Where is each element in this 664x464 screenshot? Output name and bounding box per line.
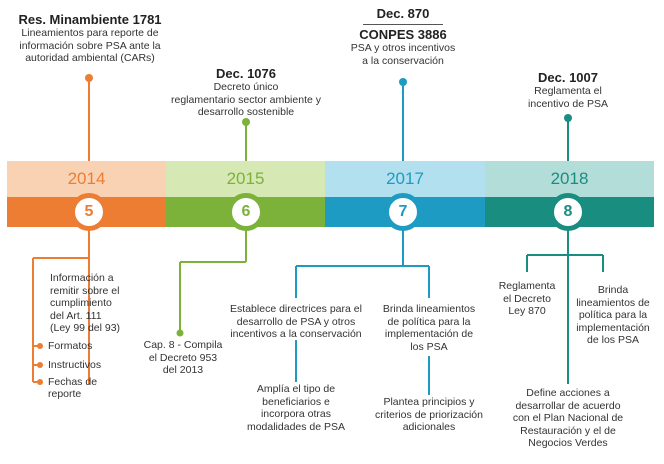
conpes-3886-line-1: PSA y otros incentivos	[350, 42, 456, 54]
res-1781-line-1: Lineamientos para reporte de	[21, 27, 159, 39]
year-2014-label: 2014	[67, 169, 106, 188]
dec-1076-line-1: Decreto único	[213, 81, 279, 93]
art-111-line-2: remitir sobre el	[50, 284, 120, 297]
dec-1076-block: Dec. 1076 Decreto único reglamentario se…	[164, 66, 328, 119]
fechas-item-line-2: reporte	[48, 388, 82, 400]
acciones-line-4: Restauración y el de	[520, 424, 616, 437]
year-2018-label: 2018	[550, 169, 589, 188]
conpes-3886-title: CONPES 3886	[359, 27, 447, 42]
dec-1007-block: Dec. 1007 Reglamenta el incentivo de PSA	[508, 70, 628, 110]
res-1781-title: Res. Minambiente 1781	[18, 12, 162, 27]
dec-1007-line-1: Reglamenta el	[534, 85, 602, 97]
lineamientos-line-2: de política para la	[387, 315, 471, 328]
art-111-line-5: (Ley 99 del 93)	[50, 322, 121, 334]
art-111-block: Información a remitir sobre el cumplimie…	[50, 272, 160, 335]
brinda-line-2: lineamientos de	[576, 296, 650, 309]
directrices-line-2: desarrollo de PSA y otros	[236, 315, 356, 328]
amplia-block: Amplía el tipo de beneficiarios e incorp…	[236, 383, 356, 433]
step-8-badge: 8	[549, 193, 587, 231]
cap-8-line-1: Cap. 8 - Compila	[143, 339, 223, 351]
step-6-badge: 6	[227, 193, 265, 231]
instructivos-item: Instructivos	[48, 359, 102, 371]
dec-1007-title: Dec. 1007	[538, 70, 598, 85]
res-1781-line-3: autoridad ambiental (CARs)	[25, 52, 155, 64]
conpes-3886-line-2: a la conservación	[362, 54, 444, 67]
brinda-line-5: de los PSA	[587, 334, 639, 346]
formatos-item: Formatos	[48, 340, 93, 352]
dec-870-title: Dec. 870	[376, 6, 430, 21]
amplia-line-2: beneficiarios e	[262, 395, 330, 408]
step-5-badge: 5	[70, 193, 108, 231]
principios-block: Plantea principios y criterios de priori…	[364, 396, 494, 434]
brinda-line-4: implementación	[576, 321, 650, 334]
dec-870-block: Dec. 870 CONPES 3886 PSA y otros incenti…	[333, 6, 473, 67]
lineamientos-line-3: implementación de	[384, 328, 474, 340]
dec-1076-line-2: reglamentario sector ambiente y	[171, 93, 321, 106]
cap-8-line-3: del 2013	[162, 364, 204, 376]
reglamenta-line-1: Reglamenta	[498, 280, 556, 292]
step-7-badge: 7	[384, 193, 422, 231]
lineamientos-line-4: los PSA	[410, 340, 448, 353]
amplia-line-4: modalidades de PSA	[246, 420, 346, 433]
acciones-line-5: Negocios Verdes	[528, 437, 608, 449]
reglamenta-block: Reglamenta el Decreto Ley 870	[492, 280, 562, 318]
principios-line-3: adicionales	[402, 421, 456, 433]
res-1781-line-2: información sobre PSA ante la	[19, 39, 161, 52]
lineamientos-line-1: Brinda lineamientos	[382, 303, 476, 315]
dec-1076-line-3: desarrollo sostenible	[197, 106, 295, 118]
brinda-block: Brinda lineamientos de política para la …	[570, 284, 656, 347]
lineamientos-block: Brinda lineamientos de política para la …	[374, 303, 484, 353]
acciones-line-1: Define acciones a	[526, 387, 610, 399]
amplia-line-1: Amplía el tipo de	[256, 383, 336, 395]
art-111-line-4: del Art. 111	[50, 309, 102, 322]
acciones-line-3: con el Plan Nacional de	[512, 412, 624, 424]
brinda-line-1: Brinda	[597, 284, 629, 296]
fechas-item-line-1: Fechas de	[48, 376, 98, 388]
amplia-line-3: incorpora otras	[260, 408, 332, 420]
art-111-line-3: cumplimiento	[50, 297, 112, 309]
directrices-line-3: incentivos a la conservación	[230, 328, 362, 340]
dec-1076-title: Dec. 1076	[216, 66, 276, 81]
directrices-line-1: Establece directrices para el	[230, 303, 362, 315]
dec-870-divider	[363, 24, 443, 25]
directrices-block: Establece directrices para el desarrollo…	[226, 303, 366, 341]
art-111-line-1: Información a	[50, 272, 114, 284]
brinda-line-3: política para la	[578, 309, 648, 321]
cap-8-line-2: el Decreto 953	[148, 351, 218, 364]
year-2015-label: 2015	[226, 169, 265, 188]
dec-1007-line-2: incentivo de PSA	[528, 97, 608, 110]
principios-line-2: criterios de priorización	[375, 408, 483, 421]
res-1781-block: Res. Minambiente 1781 Lineamientos para …	[4, 12, 176, 65]
year-2017-label: 2017	[386, 169, 424, 188]
cap-8-block: Cap. 8 - Compila el Decreto 953 del 2013	[134, 339, 232, 377]
acciones-line-2: desarrollar de acuerdo	[515, 399, 621, 412]
acciones-block: Define acciones a desarrollar de acuerdo…	[505, 387, 631, 450]
principios-line-1: Plantea principios y	[383, 396, 475, 408]
reglamenta-line-2: el Decreto	[503, 292, 551, 305]
reglamenta-line-3: Ley 870	[508, 305, 546, 317]
